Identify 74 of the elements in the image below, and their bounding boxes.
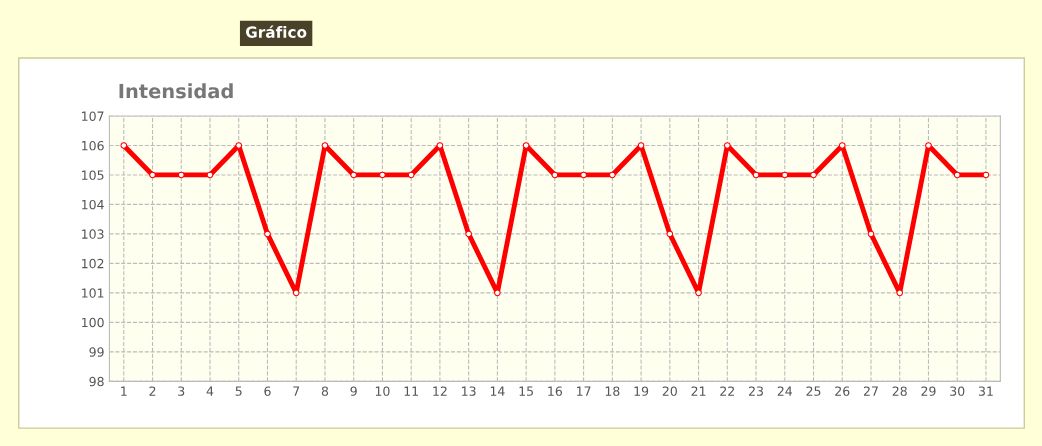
point xyxy=(580,171,587,179)
x-tick-label: 2 xyxy=(149,386,156,396)
point xyxy=(810,171,817,179)
x-tick-label: 25 xyxy=(806,386,821,396)
x-tick-label: 16 xyxy=(548,386,563,396)
point xyxy=(695,289,702,297)
x-tick-label: 23 xyxy=(749,386,763,396)
point xyxy=(637,142,645,149)
point xyxy=(522,142,530,149)
point xyxy=(724,142,731,149)
point xyxy=(292,289,300,297)
x-tick-label: 14 xyxy=(490,386,505,396)
x-tick-label: 29 xyxy=(921,386,936,396)
x-tick-label: 6 xyxy=(264,386,271,396)
x-tick-label: 7 xyxy=(293,386,300,396)
point xyxy=(407,171,415,179)
x-tick-label: 20 xyxy=(662,386,677,396)
point xyxy=(465,230,472,238)
point xyxy=(206,171,214,179)
point xyxy=(752,171,760,179)
x-tick-label: 30 xyxy=(950,386,965,396)
x-tick-label: 27 xyxy=(863,386,878,396)
x-tick-label: 9 xyxy=(350,386,357,396)
point xyxy=(925,142,932,149)
x-tick-label: 19 xyxy=(634,386,649,396)
y-tick-label: 105 xyxy=(82,170,104,180)
x-tick-label: 15 xyxy=(519,386,533,396)
point xyxy=(838,142,846,149)
x-tick-label: 5 xyxy=(235,386,242,396)
point xyxy=(494,289,501,297)
point xyxy=(350,171,357,179)
chart-title: Intensidad xyxy=(119,83,233,99)
point xyxy=(551,171,559,179)
x-tick-label: 12 xyxy=(433,386,447,396)
y-tick-label: 98 xyxy=(89,376,104,387)
y-tick-label: 104 xyxy=(82,199,104,210)
x-tick-label: 8 xyxy=(321,386,329,396)
x-tick-label: 13 xyxy=(462,386,476,396)
point xyxy=(149,171,156,179)
y-tick-label: 101 xyxy=(82,288,104,298)
y-tick-label: 107 xyxy=(82,111,104,121)
y-tick-label: 106 xyxy=(82,140,104,151)
x-tick-label: 18 xyxy=(605,386,620,396)
point xyxy=(321,142,329,149)
x-tick-label: 11 xyxy=(404,386,418,396)
y-tick-label: 99 xyxy=(89,347,104,357)
point xyxy=(235,142,243,149)
point xyxy=(953,171,961,179)
y-tick-label: 100 xyxy=(82,317,104,328)
x-tick-label: 3 xyxy=(178,386,185,396)
point xyxy=(177,171,185,179)
y-tick-label: 102 xyxy=(82,258,104,269)
x-tick-label: 31 xyxy=(978,386,993,396)
point xyxy=(781,171,789,179)
point xyxy=(436,142,444,149)
point xyxy=(379,171,386,179)
x-tick-label: 24 xyxy=(777,386,793,396)
x-tick-label: 21 xyxy=(691,386,706,396)
point xyxy=(120,142,128,149)
x-tick-label: 17 xyxy=(577,386,591,396)
x-tick-label: 4 xyxy=(206,386,214,396)
point xyxy=(264,230,271,238)
point xyxy=(982,171,990,179)
y-tick-label: 103 xyxy=(82,229,104,239)
x-tick-label: 26 xyxy=(835,386,850,396)
text: Gráfico xyxy=(245,25,307,38)
point xyxy=(666,230,674,238)
x-tick-label: 1 xyxy=(121,386,127,396)
x-tick-label: 22 xyxy=(720,386,734,396)
x-tick-label: 10 xyxy=(375,386,390,396)
point xyxy=(867,230,875,238)
point xyxy=(609,171,616,179)
x-tick-label: 28 xyxy=(892,386,907,396)
point xyxy=(896,289,904,297)
